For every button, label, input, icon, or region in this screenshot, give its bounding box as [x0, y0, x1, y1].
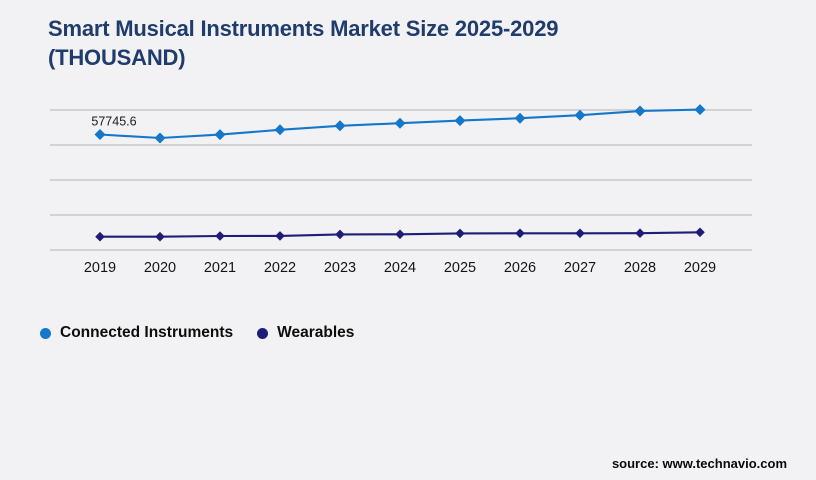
x-axis-label: 2024: [384, 260, 416, 276]
x-axis-label: 2019: [84, 260, 116, 276]
marker-wearables: [335, 229, 345, 240]
marker-wearables: [215, 231, 225, 241]
marker-wearables: [695, 227, 705, 238]
marker-connected-instruments: [334, 120, 346, 132]
legend-dot-wearables: [257, 327, 269, 339]
marker-connected-instruments: [574, 109, 586, 121]
source-credit: source: www.technavio.com: [611, 456, 787, 471]
x-axis-label: 2026: [504, 260, 536, 276]
x-axis-label: 2025: [444, 260, 476, 276]
x-axis-label: 2029: [684, 260, 716, 276]
marker-connected-instruments: [94, 129, 106, 141]
data-label: 57745.6: [91, 115, 136, 129]
marker-wearables: [575, 228, 585, 239]
x-axis-label: 2023: [324, 260, 356, 276]
marker-connected-instruments: [634, 105, 646, 117]
legend-label-wearables: Wearables: [277, 324, 355, 341]
legend-item-connected-instruments: Connected Instruments: [40, 324, 233, 342]
legend: Connected Instruments Wearables: [40, 324, 354, 342]
legend-dot-connected-instruments: [40, 327, 51, 339]
marker-connected-instruments: [694, 104, 706, 116]
x-axis-label: 2027: [564, 260, 596, 276]
line-chart: 2019 2020 2021 2022 2023 2024 2025 2026 2027 2028…: [50, 104, 752, 276]
legend-label-connected-instruments: Connected Instruments: [60, 324, 234, 341]
x-axis-label: 2028: [624, 260, 656, 276]
marker-wearables: [515, 228, 525, 239]
marker-connected-instruments: [214, 129, 226, 141]
marker-wearables: [95, 231, 105, 242]
marker-connected-instruments: [454, 115, 466, 127]
marker-wearables: [155, 231, 165, 242]
marker-connected-instruments: [274, 124, 286, 136]
marker-wearables: [275, 231, 285, 241]
marker-connected-instruments: [514, 112, 526, 124]
x-axis-label: 2022: [264, 260, 296, 276]
marker-connected-instruments: [154, 132, 166, 144]
chart-title: Smart Musical Instruments Market Size 20…: [48, 16, 559, 70]
marker-connected-instruments: [394, 117, 406, 129]
marker-wearables: [395, 229, 405, 240]
legend-item-wearables: Wearables: [257, 324, 354, 342]
marker-wearables: [455, 228, 465, 239]
marker-wearables: [635, 228, 645, 238]
x-axis-label: 2021: [204, 260, 236, 276]
x-axis-label: 2020: [144, 260, 176, 276]
